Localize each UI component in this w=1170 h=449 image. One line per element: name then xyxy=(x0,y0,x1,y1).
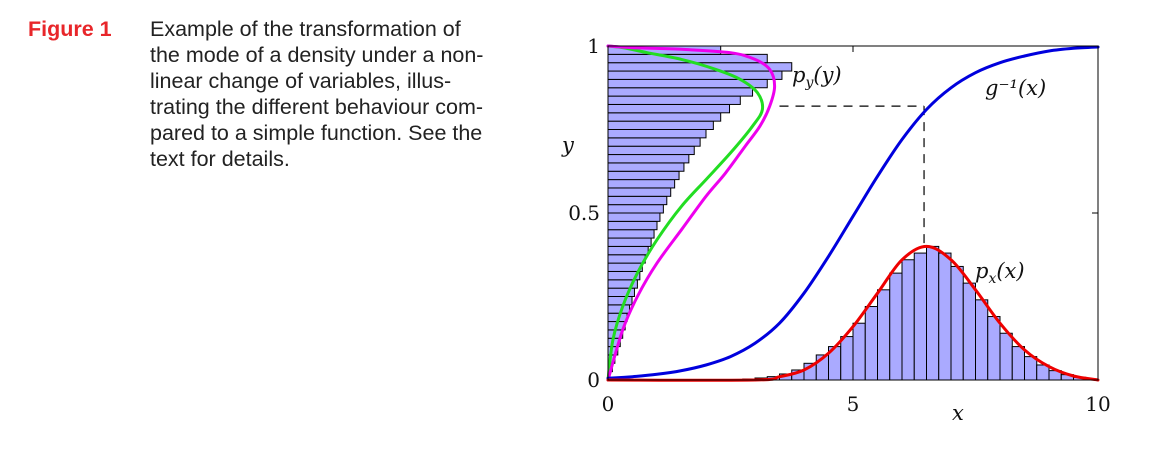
y-axis-label: y xyxy=(561,133,575,157)
g-inverse-label: g⁻¹(x) xyxy=(985,76,1046,100)
caption-line: Example of the transformation of xyxy=(150,17,461,41)
caption-line: text for details. xyxy=(150,147,290,171)
histogram-x-bar xyxy=(926,245,940,381)
histogram-y-bar xyxy=(607,112,722,122)
curve-p-x xyxy=(606,244,1100,382)
histogram-x-bar xyxy=(999,332,1013,381)
histogram-y-bar xyxy=(607,162,685,172)
histogram-x-bar xyxy=(962,282,976,381)
histogram-y-bar xyxy=(607,87,754,97)
caption-line: trating the different behaviour com- xyxy=(150,95,484,119)
caption-line: pared to a simple function. See the xyxy=(150,121,483,145)
histogram-x xyxy=(742,245,1099,381)
histogram-x-bar xyxy=(852,322,866,381)
histogram-y-bar xyxy=(607,220,658,231)
histogram-y-bar xyxy=(607,129,707,139)
histogram-y-bar xyxy=(607,120,714,131)
histogram-y-bar xyxy=(607,145,695,156)
histogram-y-bar xyxy=(607,70,783,80)
histogram-y-bar xyxy=(607,212,661,222)
caption-line: the mode of a density under a non- xyxy=(150,43,484,67)
histogram-y-bar xyxy=(607,187,672,197)
histogram-x-bar xyxy=(840,336,854,381)
px-label-sub: x xyxy=(988,271,996,287)
px-label-p: p xyxy=(975,259,988,283)
histogram-y-bar xyxy=(607,204,664,214)
histogram-y-bar xyxy=(607,304,631,314)
px-label: px(x) xyxy=(975,259,1025,287)
histogram-y-bar xyxy=(607,296,633,306)
caption-line: linear change of variables, illus- xyxy=(150,69,452,93)
curves xyxy=(606,44,1100,382)
histogram-x-bar xyxy=(950,265,964,381)
x-tick-label: 5 xyxy=(847,392,860,416)
py-label: py(y) xyxy=(792,63,842,91)
histogram-x-bar xyxy=(877,289,891,381)
histogram-x-bar xyxy=(1024,356,1038,381)
figure-label: Figure 1 xyxy=(28,17,112,41)
histogram-y-bar xyxy=(607,137,701,147)
histogram-x-bar xyxy=(1011,346,1025,381)
histogram-y-bar xyxy=(607,195,668,206)
px-label-arg: (x) xyxy=(996,259,1024,283)
histogram-y-bar xyxy=(607,170,680,181)
py-label-arg: (y) xyxy=(813,63,841,87)
figure-text: Example of the transformation of the mod… xyxy=(150,16,536,172)
py-label-sub: y xyxy=(804,75,814,91)
x-axis-label: x xyxy=(952,401,964,425)
histogram-x-bar xyxy=(987,316,1001,381)
py-label-p: p xyxy=(792,63,805,87)
histogram-x-bar xyxy=(913,252,927,381)
histogram-y-bar xyxy=(607,179,676,189)
histogram-y-bar xyxy=(607,254,646,264)
y-tick-label: 0.5 xyxy=(568,201,600,225)
curve-p-y-naive xyxy=(606,44,765,382)
mode-guides xyxy=(779,105,925,247)
histogram-y-bar xyxy=(607,95,741,105)
histogram-y-bar xyxy=(607,103,731,114)
histogram-x-bar xyxy=(975,299,989,381)
y-tick-label: 0 xyxy=(587,368,600,392)
histogram-y-bar xyxy=(607,245,649,256)
axis-ticks: 0 5 10 0 0.5 1 xyxy=(568,34,1111,416)
histogram-x-bar xyxy=(864,306,878,381)
curve-p-y xyxy=(606,44,777,382)
x-tick-label: 10 xyxy=(1085,392,1110,416)
histogram-x-bar xyxy=(901,259,915,381)
histogram-y xyxy=(607,45,793,381)
histogram-y-bar xyxy=(607,237,652,247)
histogram-x-bar xyxy=(938,252,952,381)
y-tick-label: 1 xyxy=(587,34,600,58)
histogram-x-bar xyxy=(889,272,903,381)
curve-g-inverse xyxy=(606,45,1100,380)
histogram-y-bar xyxy=(607,262,643,272)
histogram-y-bar xyxy=(607,154,690,164)
x-tick-label: 0 xyxy=(602,392,615,416)
histogram-y-bar xyxy=(607,229,655,239)
